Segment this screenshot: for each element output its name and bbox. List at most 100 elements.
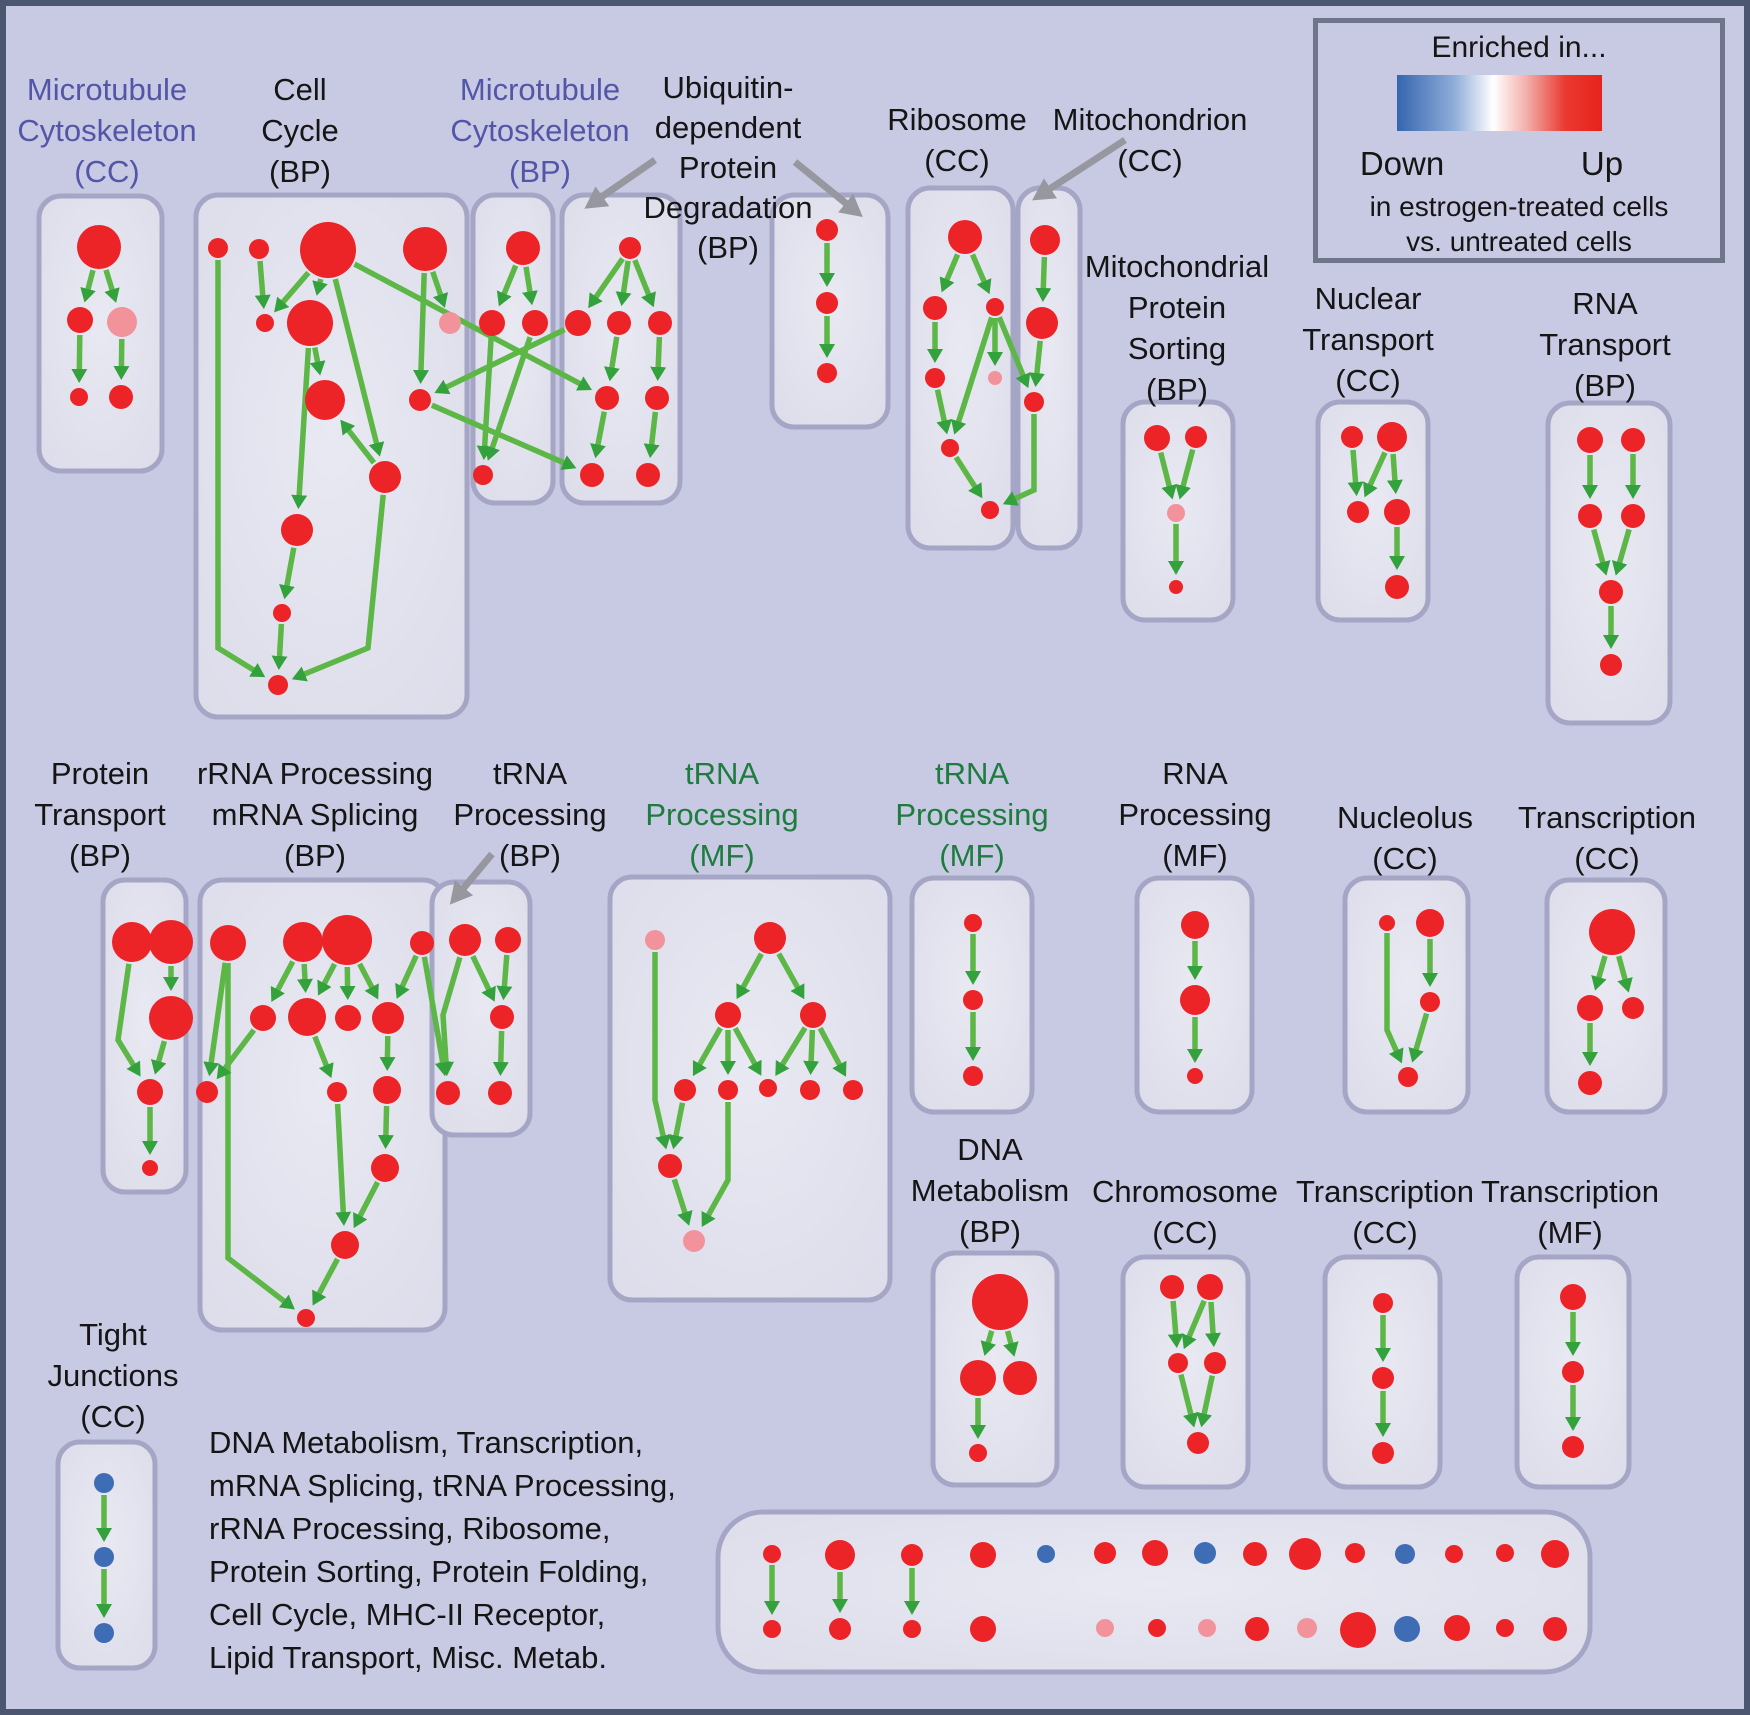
- go-term-node-txcc1-x1: [1589, 909, 1635, 955]
- go-term-node-trbp-w2: [495, 927, 521, 953]
- go-term-node-miscbox-a11: [1345, 1543, 1365, 1563]
- go-term-node-miscbox-a6: [1094, 1542, 1116, 1564]
- go-term-node-ub_a-u8: [636, 463, 660, 487]
- edge-cc.a-to-cc.m: [215, 260, 266, 678]
- cluster-label-trmfs-line1: tRNA: [935, 756, 1009, 791]
- go-term-node-ub_a-u4: [648, 311, 672, 335]
- cluster-label-sort-line4: (BP): [1146, 372, 1208, 407]
- cluster-label-nuct-line1: Nuclear: [1315, 281, 1422, 316]
- go-term-node-dnam-d2: [960, 1360, 996, 1396]
- go-term-node-cc-e: [256, 314, 274, 332]
- go-term-node-trmf-g7: [759, 1079, 777, 1097]
- go-term-node-mt_bp-b1: [506, 231, 540, 265]
- go-term-node-txmf-y3: [1562, 1436, 1584, 1458]
- go-term-node-chrm-e2: [1197, 1274, 1223, 1300]
- cluster-label-prot-line1: Protein: [51, 756, 149, 791]
- edge-ribo.r4-to-ribo.r6: [934, 389, 952, 435]
- go-term-node-rrna-c7: [335, 1005, 361, 1031]
- go-term-node-ribo-r2: [923, 296, 947, 320]
- go-term-node-miscbox-b2: [829, 1618, 851, 1640]
- misc-cluster-note: DNA Metabolism, Transcription, mRNA Splic…: [209, 1421, 676, 1679]
- go-term-node-sort-s1: [1144, 425, 1170, 451]
- cluster-label-rnat-line3: (BP): [1574, 368, 1636, 403]
- go-term-node-dnam-d3: [1003, 1361, 1037, 1395]
- edge-cc.c-to-cc.e: [274, 270, 311, 313]
- edge-mt_cc.n1-to-mt_cc.n3: [103, 269, 120, 303]
- go-term-node-trmf-g3: [715, 1002, 741, 1028]
- go-term-node-mito-m2: [1026, 307, 1058, 339]
- go-term-node-rrna-c13: [331, 1231, 359, 1259]
- go-term-node-ub_b-v2: [816, 292, 838, 314]
- edge-trbp.w2-to-trbp.w3: [496, 954, 513, 1001]
- cluster-box-nuct: [1315, 399, 1431, 623]
- edge-trmf.g6-to-trmf.g11: [701, 1102, 731, 1228]
- cluster-label-cc-line2: Cycle: [261, 113, 339, 148]
- go-term-node-prot-p1: [112, 922, 152, 962]
- legend-subtitle-2: vs. untreated cells: [1406, 226, 1632, 257]
- edge-rrna.c4-to-trbp.w4: [421, 956, 451, 1077]
- go-term-node-miscbox-a8: [1194, 1542, 1216, 1564]
- go-term-node-trmf-g9: [843, 1080, 863, 1100]
- edge-chrm.e3-to-chrm.e5: [1178, 1373, 1199, 1428]
- cluster-label-tj-line2: Junctions: [48, 1358, 179, 1393]
- cluster-label-nuct-line2: Transport: [1302, 322, 1434, 357]
- go-term-node-txmf-y2: [1562, 1361, 1584, 1383]
- go-term-node-cc-d: [403, 227, 447, 271]
- edge-ub_a.u4-to-ub_a.u6: [650, 336, 667, 381]
- legend: Enriched in... Down Up in estrogen-treat…: [1313, 18, 1725, 263]
- edge-rrna.c11-to-rrna.c12: [377, 1105, 394, 1149]
- edge-cc.l-to-cc.m: [271, 623, 288, 670]
- go-term-node-rrna-c12: [371, 1154, 399, 1182]
- pointer-arrow-trna-bp-to-box: [449, 851, 495, 905]
- edge-ribo.r6-to-ribo.r7: [953, 455, 983, 499]
- cluster-label-ub_a-line1: Ubiquitin-: [663, 70, 794, 105]
- go-term-node-trmf-g2: [754, 922, 786, 954]
- legend-title: Enriched in...: [1431, 31, 1607, 64]
- cluster-box-chrm: [1120, 1254, 1251, 1490]
- cluster-label-tj-line1: Tight: [79, 1317, 147, 1352]
- cluster-box-ribo: [905, 185, 1016, 551]
- cluster-label-trbp-line3: (BP): [499, 838, 561, 873]
- go-term-node-miscbox-b3: [903, 1620, 921, 1638]
- cluster-label-mt_cc-line3: (CC): [74, 154, 139, 189]
- cluster-label-ribo-line1: Ribosome: [887, 102, 1027, 137]
- edge-nuct.t1-to-nuct.t3: [1347, 449, 1364, 497]
- pointer-arrow-ubiquitin-to-right-box: [792, 159, 863, 217]
- edge-rnat.q3-to-rnat.q5: [1591, 528, 1611, 576]
- go-term-node-nuct-t5: [1385, 575, 1409, 599]
- go-term-node-ribo-r3: [986, 298, 1004, 316]
- edge-rrna.c10-to-rrna.c13: [334, 1103, 352, 1226]
- edge-rrna.c3-to-rrna.c8: [357, 962, 379, 1000]
- go-term-node-cc-k: [281, 514, 313, 546]
- edge-txcc1.x1-to-txcc1.x3: [1616, 955, 1633, 993]
- cluster-label-tj-line3: (CC): [80, 1399, 145, 1434]
- cluster-label-txcc2-line1: Transcription: [1296, 1174, 1474, 1209]
- edge-ub_a.u3-to-ub_a.u5: [603, 336, 620, 382]
- go-term-node-miscbox-b14: [1543, 1617, 1567, 1641]
- go-term-node-trmfs-h2: [963, 990, 983, 1010]
- edge-ub_a.u1-to-ub_a.u4: [632, 259, 656, 308]
- edge-rrna.c5-to-rrna.c9: [216, 1028, 257, 1080]
- go-term-node-rnat-q3: [1578, 504, 1602, 528]
- edge-cc.b-to-cc.e: [254, 260, 271, 310]
- edge-rrna.c2-to-rrna.c6: [296, 963, 313, 993]
- cluster-label-trmfs-line3: (MF): [939, 838, 1004, 873]
- go-term-node-ribo-r1: [948, 220, 982, 254]
- edge-dnam.d1-to-dnam.d3: [1003, 1330, 1019, 1357]
- edge-chrm.e2-to-chrm.e4: [1205, 1301, 1221, 1348]
- go-term-node-txcc2-f1: [1373, 1293, 1393, 1313]
- go-term-node-trmf-g10: [658, 1154, 682, 1178]
- edge-rrna.c2-to-rrna.c5: [270, 960, 296, 1003]
- edge-nuct.t2-to-nuct.t4: [1386, 453, 1403, 495]
- edge-trmf.g2-to-trmf.g3: [736, 952, 764, 1000]
- legend-down-label: Down: [1359, 145, 1445, 182]
- edge-ub_a.u5-to-ub_a.u7: [590, 411, 608, 459]
- edge-ub_a.u1-to-ub_a.u2: [588, 257, 625, 309]
- cluster-label-trmfs-line2: Processing: [895, 797, 1048, 832]
- cluster-box-txcc1: [1544, 877, 1668, 1115]
- edge-rrna.c12-to-rrna.c13: [353, 1180, 381, 1229]
- edge-rnat.q4-to-rnat.q5: [1611, 528, 1632, 576]
- go-term-node-rnat-q6: [1600, 654, 1622, 676]
- go-term-node-rrna-c6: [288, 998, 326, 1036]
- go-term-node-nucl-l3: [1420, 992, 1440, 1012]
